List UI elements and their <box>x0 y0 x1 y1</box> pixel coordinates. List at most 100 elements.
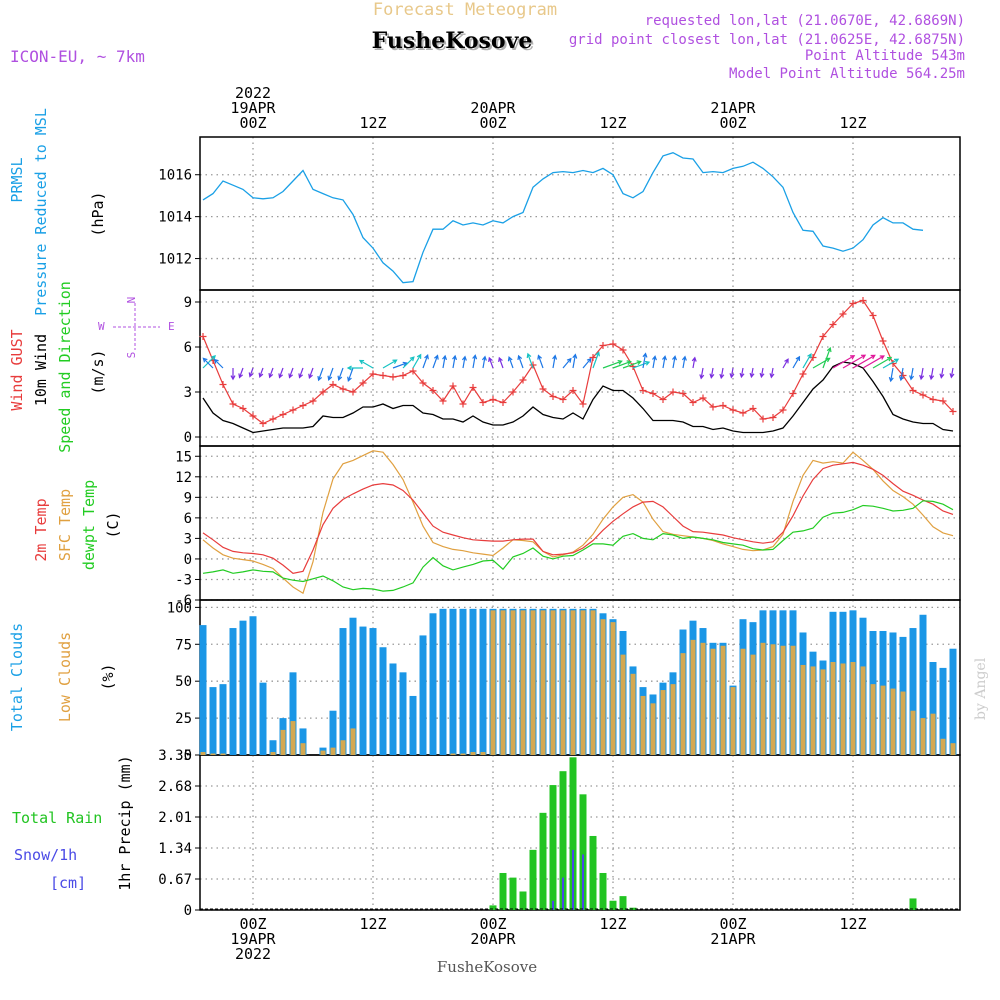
gust-marker <box>929 396 937 403</box>
wind-arrow <box>729 367 735 379</box>
gust-marker <box>689 399 697 406</box>
total-cloud-bar <box>249 616 257 755</box>
wind-arrow <box>268 367 274 379</box>
time-label-bottom: 00Z <box>239 915 266 933</box>
rain-bar <box>509 877 517 910</box>
compass-cross <box>113 303 160 350</box>
total-cloud-bar <box>439 608 447 755</box>
time-label-top: 2022 <box>235 84 271 102</box>
total-cloud-bar <box>259 682 267 755</box>
low-cloud-bar <box>550 610 556 755</box>
gust-marker <box>349 388 357 396</box>
gust-marker <box>299 402 307 409</box>
wind-arrow <box>346 365 363 371</box>
gust-marker <box>289 406 297 414</box>
rain-bar <box>559 771 567 910</box>
wind-arrow <box>802 353 812 369</box>
dewpt-line <box>202 500 954 592</box>
wind-arrow <box>681 355 687 369</box>
gust-marker <box>599 342 607 349</box>
rain-bar <box>909 898 917 910</box>
y-tick-label: 6 <box>184 511 192 527</box>
rain-bar <box>519 891 527 910</box>
temp-unit: (C) <box>104 511 122 538</box>
pressure-label: PRMSL <box>8 157 26 202</box>
compass-east: E <box>168 320 175 333</box>
y-tick-label: 100 <box>167 600 192 616</box>
wind-arrow <box>461 355 467 369</box>
wind-arrow <box>882 358 900 369</box>
snow-bar <box>562 877 564 910</box>
total-cloud-bar <box>909 628 917 755</box>
wind-arrow <box>507 356 514 369</box>
time-label-top: 12Z <box>599 114 626 132</box>
time-label-bottom: 12Z <box>359 915 386 933</box>
low-cloud-bar <box>200 752 206 755</box>
wind-arrow <box>258 367 264 378</box>
rain-bar <box>589 835 597 910</box>
dewpt-label: dewpt Temp <box>80 480 98 570</box>
wind-arrow <box>481 355 487 369</box>
low-cloud-bar <box>660 690 666 755</box>
low-cloud-bar <box>480 752 486 755</box>
y-tick-label: 2.01 <box>158 810 192 826</box>
rain-bar <box>619 896 627 910</box>
y-tick-label: 3.35 <box>158 748 192 764</box>
total-cloud-label: Total Clouds <box>8 623 26 731</box>
wind-arrow <box>842 354 867 369</box>
y-tick-label: 6 <box>184 340 192 356</box>
snow-bar <box>582 854 584 910</box>
gust-marker <box>679 390 687 397</box>
time-label-top: 00Z <box>479 114 506 132</box>
snow-label: Snow/1h <box>14 846 77 864</box>
low-cloud-bar <box>520 610 526 755</box>
gust-marker <box>449 382 457 390</box>
gust-marker <box>489 396 497 403</box>
total-cloud-bar <box>379 647 387 755</box>
wind-arrow <box>202 355 216 369</box>
wind-arrow <box>852 354 876 369</box>
low-cloud-bar <box>810 666 816 755</box>
total-cloud-bar <box>949 648 957 755</box>
wind-arrow <box>392 361 408 369</box>
low-cloud-bar <box>820 669 826 755</box>
time-label-bottom: 19APR <box>230 930 276 948</box>
wind-arrow <box>929 367 935 381</box>
low-cloud-bar <box>610 622 616 755</box>
time-label-bottom: 00Z <box>479 915 506 933</box>
low-cloud-bar <box>910 710 916 755</box>
low-cloud-bar <box>880 685 886 755</box>
total-cloud-bar <box>929 662 937 755</box>
gust-marker <box>369 370 377 378</box>
compass-north: N <box>125 297 138 304</box>
wind-arrow <box>872 356 893 369</box>
temp-2m-line <box>202 461 954 574</box>
gust-marker <box>799 370 807 378</box>
low-cloud-bar <box>580 610 586 755</box>
closest-coords: grid point closest lon,lat (21.0625E, 42… <box>569 32 965 48</box>
time-label-top: 21APR <box>710 99 756 117</box>
gust-marker <box>409 367 417 375</box>
low-cloud-bar <box>450 753 456 755</box>
gust-marker <box>759 415 767 423</box>
model-altitude: Model Point Altitude 564.25m <box>729 66 965 82</box>
wind-arrow <box>898 367 904 382</box>
y-tick-label: 1016 <box>158 168 192 184</box>
wind-arrow <box>782 358 789 369</box>
total-cloud-bar <box>459 608 467 755</box>
point-altitude: Point Altitude 543m <box>805 48 965 64</box>
wind-arrow <box>298 367 304 379</box>
wind-arrow <box>832 355 856 369</box>
wind-speed-line <box>202 361 954 434</box>
low-cloud-bar <box>800 664 806 755</box>
y-tick-label: 75 <box>175 637 192 653</box>
low-cloud-bar <box>490 610 496 755</box>
low-cloud-bar <box>850 662 856 755</box>
gust-marker <box>309 397 317 405</box>
wind-arrow <box>562 357 572 369</box>
low-cloud-label: Low Clouds <box>56 632 74 722</box>
wind-arrow <box>422 354 429 369</box>
low-cloud-bar <box>340 740 346 755</box>
gust-marker <box>589 354 597 361</box>
credit-watermark: by Angel <box>973 657 989 720</box>
